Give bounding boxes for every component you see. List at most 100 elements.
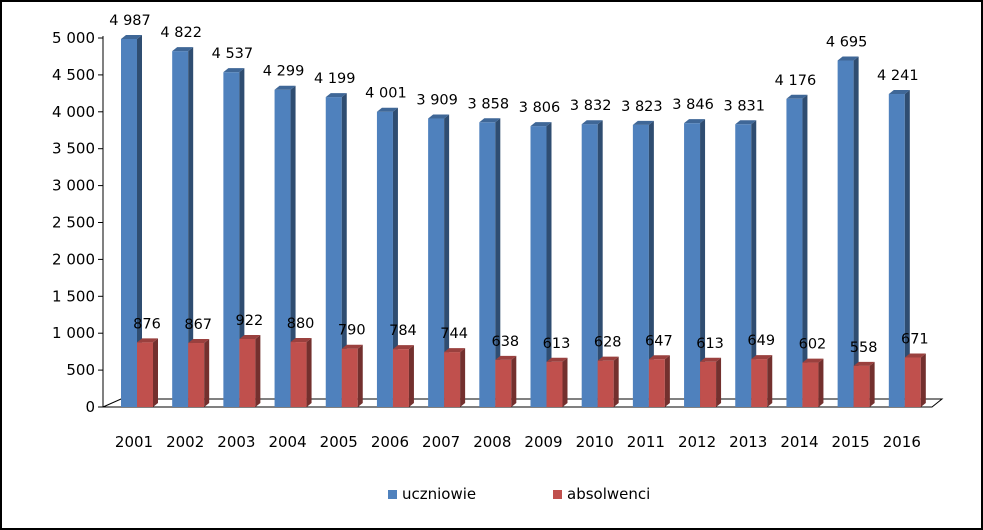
bar-uczniowie-2005 (325, 93, 347, 407)
bar-front (188, 343, 205, 407)
bar-absolwenci-2014 (802, 358, 824, 407)
bar-side (255, 334, 261, 407)
bar-side (153, 338, 158, 407)
bar-uczniowie-2014 (786, 94, 808, 407)
x-tick-label: 2008 (473, 433, 511, 451)
bar-top (546, 357, 568, 362)
bar-side (751, 120, 757, 407)
bar-top (274, 85, 296, 90)
data-label-uczniowie: 4 299 (263, 64, 305, 80)
bar-front (837, 60, 854, 407)
bar-absolwenci-2001 (137, 338, 158, 407)
bar-side (904, 90, 910, 408)
data-label-uczniowie: 4 822 (160, 25, 202, 41)
bar-side (511, 355, 517, 407)
data-label-uczniowie: 4 241 (877, 68, 919, 84)
legend-item-uczniowie: uczniowie (388, 485, 476, 503)
bar-front (546, 361, 563, 407)
bar-side (341, 93, 347, 407)
bar-front (444, 352, 461, 407)
data-label-uczniowie: 4 987 (109, 13, 151, 29)
bar-side (188, 47, 194, 407)
x-tick-label: 2013 (729, 433, 767, 451)
bar-top (172, 47, 194, 52)
x-tick-label: 2003 (217, 433, 255, 451)
bar-front (888, 94, 905, 408)
data-label-absolwenci: 647 (645, 333, 673, 349)
bar-front (786, 98, 803, 407)
data-label-uczniowie: 3 823 (621, 99, 663, 115)
data-label-absolwenci: 649 (747, 333, 775, 349)
bar-top (428, 114, 450, 119)
y-axis-ticks: 0 500 1 000 1 500 2 000 2 500 3 000 3 500 4 000 4… (52, 29, 103, 416)
legend-label: absolwenci (567, 485, 650, 503)
x-tick-label: 2006 (371, 433, 409, 451)
bar-top (444, 348, 466, 353)
data-label-uczniowie: 3 806 (519, 100, 561, 116)
bar-absolwenci-2013 (751, 355, 773, 407)
bar-side (818, 358, 824, 407)
bar-top (597, 356, 619, 361)
data-label-uczniowie: 4 176 (775, 73, 817, 89)
y-tick-label: 1 000 (52, 324, 95, 342)
data-label-uczniowie: 4 537 (212, 46, 254, 62)
bar-side (239, 68, 245, 407)
bar-uczniowie-2013 (735, 120, 757, 407)
bar-uczniowie-2010 (581, 120, 603, 408)
bar-front (172, 51, 189, 407)
bar-side (357, 344, 363, 407)
bar-uczniowie-2011 (632, 120, 654, 407)
x-tick-label: 2009 (524, 433, 562, 451)
bar-front (648, 359, 665, 407)
bar-uczniowie-2006 (376, 107, 398, 407)
bar-absolwenci-2004 (290, 338, 312, 407)
bar-absolwenci-2016 (904, 353, 926, 407)
bar-side (546, 122, 552, 408)
bar-front (735, 124, 752, 407)
bar-side (920, 353, 926, 407)
data-label-uczniowie: 3 831 (723, 98, 765, 114)
legend-swatch (388, 490, 397, 499)
data-label-absolwenci: 867 (184, 317, 212, 333)
bar-uczniowie-2012 (684, 119, 706, 408)
bar-uczniowie-2001 (121, 34, 142, 407)
bar-side (137, 34, 142, 407)
bar-front (581, 124, 598, 408)
bar-top (700, 357, 722, 362)
data-label-absolwenci: 784 (389, 323, 417, 339)
x-tick-label: 2005 (320, 433, 358, 451)
x-axis-ticks: 2001 2002 2003 2004 2005 2006 2007 2008 2009 2010… (115, 433, 921, 451)
bar-front (597, 360, 614, 407)
bar-uczniowie-2016 (888, 90, 910, 408)
bar-front (325, 97, 342, 407)
data-label-uczniowie: 4 001 (365, 86, 407, 102)
bar-front (530, 126, 547, 408)
bar-uczniowie-2004 (274, 85, 296, 408)
bar-absolwenci-2003 (239, 334, 261, 407)
bar-side (802, 94, 808, 407)
bar-front (684, 123, 701, 408)
data-label-uczniowie: 3 832 (570, 98, 612, 114)
bar-uczniowie-2015 (837, 56, 859, 407)
bar-uczniowie-2009 (530, 122, 552, 408)
y-tick-label: 3 500 (52, 140, 95, 158)
x-tick-label: 2001 (115, 433, 153, 451)
bar-side (664, 355, 670, 407)
y-tick-label: 1 500 (52, 287, 95, 305)
bar-top (648, 355, 670, 360)
x-tick-label: 2007 (422, 433, 460, 451)
bar-front (239, 338, 256, 407)
data-label-absolwenci: 602 (799, 337, 827, 353)
bar-absolwenci-2008 (495, 355, 517, 407)
bar-absolwenci-2009 (546, 357, 568, 407)
bar-front (495, 359, 512, 407)
bars (121, 34, 926, 408)
data-label-absolwenci: 876 (133, 316, 161, 332)
bar-front (904, 357, 921, 407)
bar-top (188, 339, 210, 344)
data-label-absolwenci: 880 (287, 316, 315, 332)
data-label-uczniowie: 4 695 (826, 35, 868, 51)
bar-side (204, 339, 210, 407)
bar-front (121, 38, 137, 407)
